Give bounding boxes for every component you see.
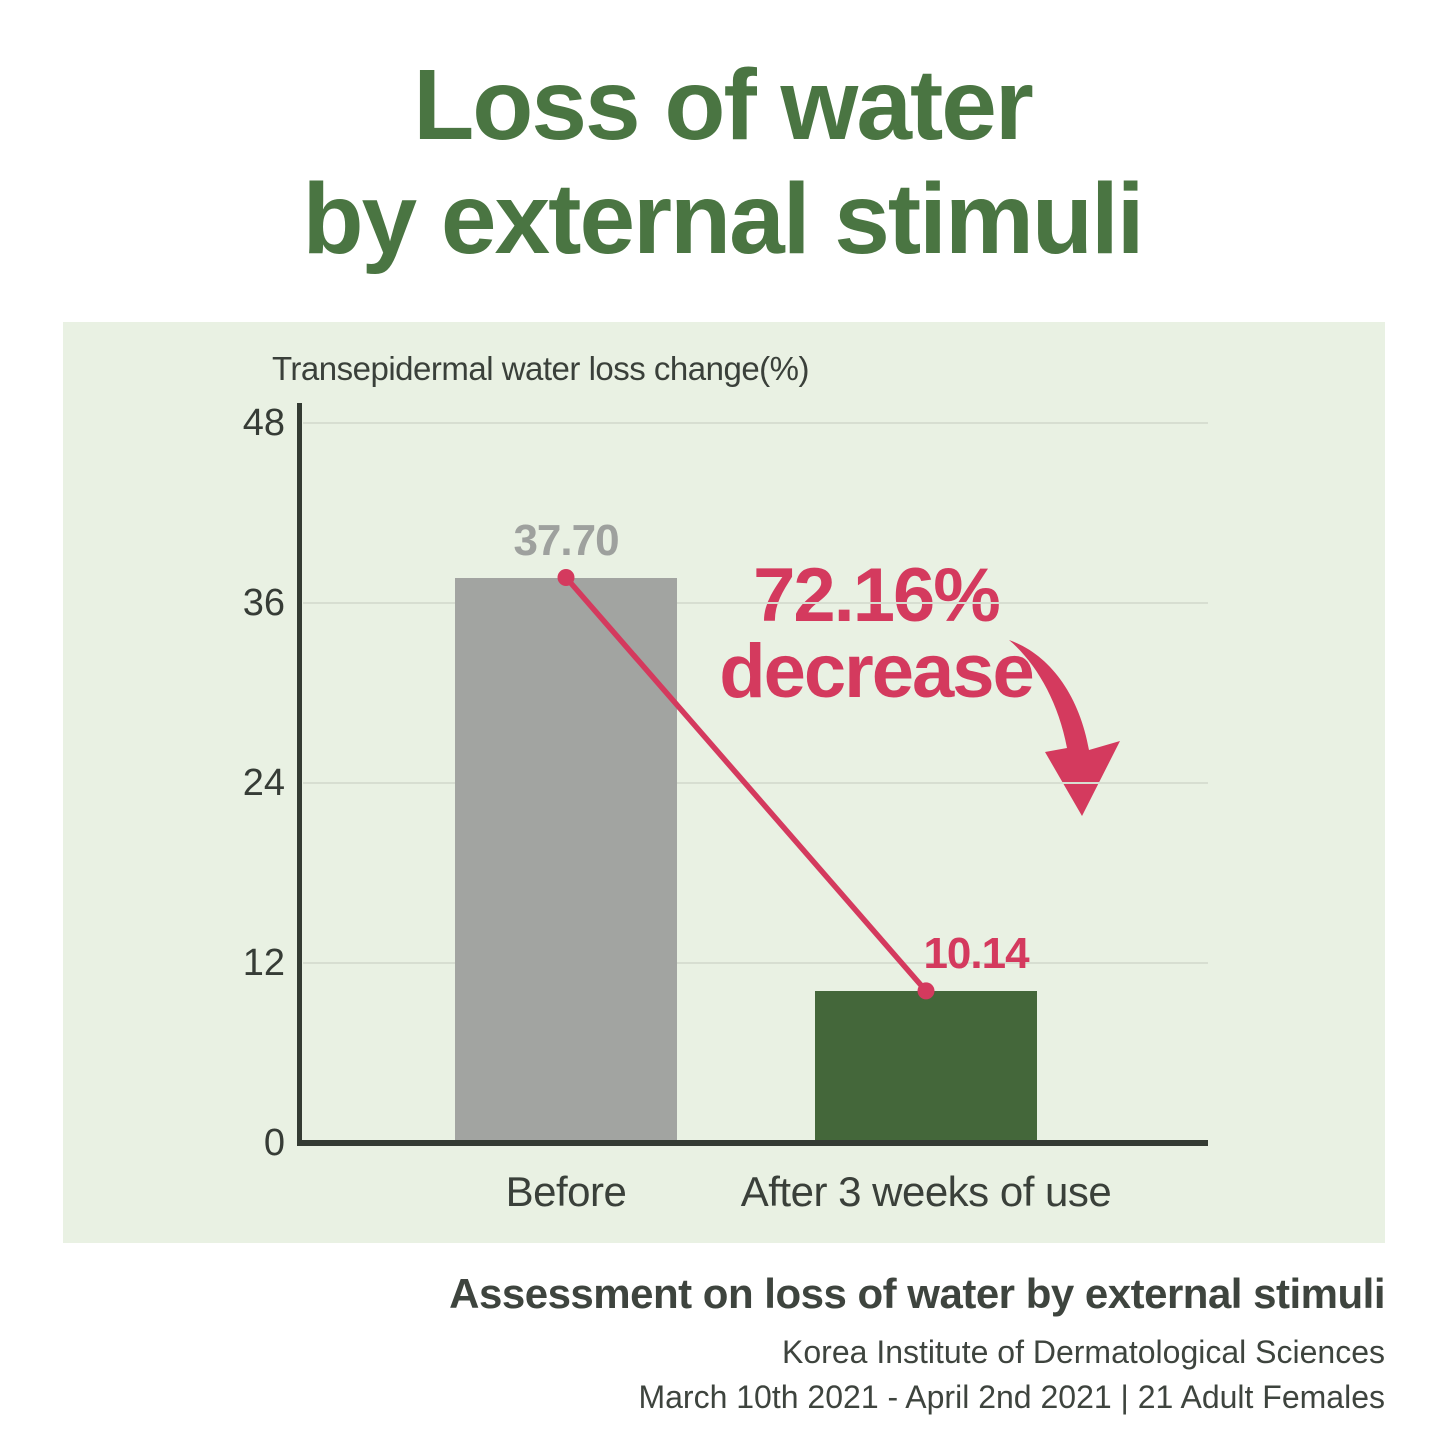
- footer-caption: Assessment on loss of water by external …: [449, 1270, 1385, 1317]
- footer-period: March 10th 2021 - April 2nd 2021 | 21 Ad…: [638, 1379, 1385, 1415]
- gridline-36: [303, 602, 1208, 604]
- plot-area: 72.16% decrease 48 36 24 12 0 37.70 Before 10.1…: [63, 322, 1385, 1243]
- connector-dot-before: [557, 569, 575, 586]
- x-axis-line: [300, 1140, 1208, 1146]
- category-label-after: After 3 weeks of use: [740, 1168, 1112, 1215]
- bar-before: [455, 577, 677, 1140]
- footer: Assessment on loss of water by external …: [285, 1270, 1385, 1416]
- value-label-before: 37.70: [513, 515, 619, 565]
- page-title-line1: Loss of water: [413, 49, 1034, 161]
- value-label-after: 10.14: [923, 928, 1029, 978]
- decrease-percent: 72.16%: [753, 553, 1001, 638]
- y-axis-line: [297, 403, 302, 1146]
- connector-dot-after: [917, 982, 935, 1000]
- gridline-24: [303, 782, 1208, 784]
- y-tick-label-48: 48: [242, 402, 285, 444]
- category-label-before: Before: [505, 1168, 627, 1215]
- decrease-arrow-path: [1009, 640, 1120, 816]
- y-tick-label-12: 12: [242, 942, 285, 984]
- gridline-48: [303, 422, 1208, 424]
- y-tick-label-0: 0: [263, 1122, 285, 1164]
- decrease-word: decrease: [719, 629, 1035, 714]
- y-tick-label-36: 36: [242, 582, 285, 624]
- page-title-line2: by external stimuli: [302, 163, 1144, 275]
- bar-after: [815, 990, 1037, 1140]
- decrease-annotation: 72.16% decrease: [626, 558, 1126, 710]
- y-tick-label-24: 24: [242, 762, 285, 804]
- decrease-arrow-icon: [1009, 640, 1120, 816]
- chart-title: Transepidermal water loss change(%): [272, 350, 810, 387]
- gridline-12: [303, 962, 1208, 964]
- chart-panel: Transepidermal water loss change(%) 72.1…: [63, 322, 1385, 1243]
- page-title: Loss of water by external stimuli: [0, 48, 1445, 276]
- connector-line: [563, 575, 929, 993]
- connector-line-layer: [557, 569, 935, 1000]
- footer-source: Korea Institute of Dermatological Scienc…: [782, 1334, 1385, 1370]
